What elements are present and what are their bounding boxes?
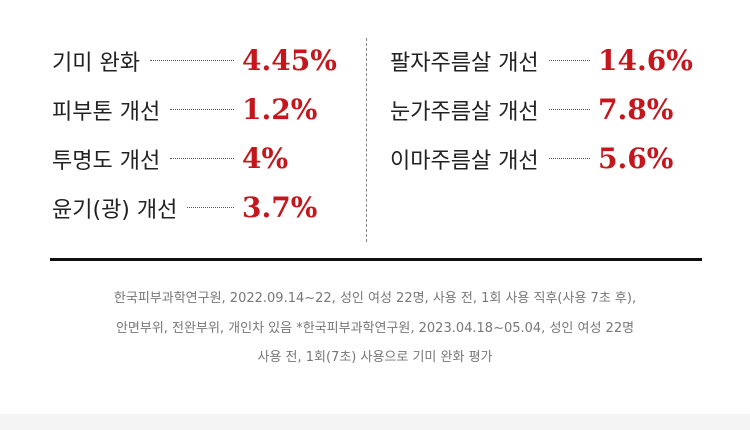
item-value: 7.8% bbox=[598, 93, 674, 126]
item: 기미 완화 4.45% bbox=[52, 36, 337, 85]
item: 눈가주름살 개선 7.8% bbox=[390, 85, 693, 134]
item: 피부톤 개선 1.2% bbox=[52, 85, 337, 134]
item-value: 4% bbox=[242, 142, 289, 175]
bottom-band bbox=[0, 414, 750, 430]
right-list: 팔자주름살 개선 14.6% 눈가주름살 개선 7.8% 이마주름살 개선 5.6% bbox=[390, 36, 693, 183]
item-lead: 이마주름살 개선 bbox=[390, 143, 598, 175]
horizontal-divider bbox=[50, 258, 702, 261]
item: 이마주름살 개선 5.6% bbox=[390, 134, 693, 183]
leader-line bbox=[548, 60, 590, 61]
leader-line bbox=[187, 207, 234, 208]
item-label: 기미 완화 bbox=[52, 50, 140, 76]
item-value: 3.7% bbox=[242, 191, 318, 224]
item-lead: 투명도 개선 bbox=[52, 143, 242, 175]
item-label: 윤기(광) 개선 bbox=[52, 197, 178, 223]
item-label: 피부톤 개선 bbox=[52, 99, 161, 125]
item-lead: 기미 완화 bbox=[52, 45, 242, 77]
item-lead: 팔자주름살 개선 bbox=[390, 45, 598, 77]
item-value: 5.6% bbox=[598, 142, 674, 175]
leader-line bbox=[170, 109, 234, 110]
footnote-line: 한국피부과학연구원, 2022.09.14~22, 성인 여성 22명, 사용 … bbox=[113, 291, 637, 306]
footnote-line: 안면부위, 전완부위, 개인차 있음 *한국피부과학연구원, 2023.04.1… bbox=[115, 320, 635, 336]
footnote-line: 사용 전, 1회(7초) 사용으로 기미 완화 평가 bbox=[257, 350, 493, 365]
item-label: 팔자주름살 개선 bbox=[390, 50, 539, 76]
leader-line bbox=[548, 109, 590, 110]
item: 투명도 개선 4% bbox=[52, 134, 337, 183]
leader-line bbox=[170, 158, 234, 159]
item-lead: 윤기(광) 개선 bbox=[52, 192, 242, 224]
leader-line bbox=[548, 158, 590, 159]
item-lead: 피부톤 개선 bbox=[52, 94, 242, 126]
leader-line bbox=[149, 60, 234, 61]
item-label: 투명도 개선 bbox=[52, 148, 161, 174]
item: 윤기(광) 개선 3.7% bbox=[52, 183, 337, 232]
item-value: 14.6% bbox=[598, 44, 693, 77]
item-lead: 눈가주름살 개선 bbox=[390, 94, 598, 126]
vertical-divider bbox=[366, 38, 367, 242]
item-value: 4.45% bbox=[242, 44, 337, 77]
item-label: 눈가주름살 개선 bbox=[390, 99, 539, 125]
item-value: 1.2% bbox=[242, 93, 318, 126]
item: 팔자주름살 개선 14.6% bbox=[390, 36, 693, 85]
footnote: 한국피부과학연구원, 2022.09.14~22, 성인 여성 22명, 사용 … bbox=[0, 284, 750, 373]
left-list: 기미 완화 4.45% 피부톤 개선 1.2% 투명도 개선 4% 윤기(광) 개선 3.7% bbox=[52, 36, 337, 232]
item-label: 이마주름살 개선 bbox=[390, 148, 539, 174]
